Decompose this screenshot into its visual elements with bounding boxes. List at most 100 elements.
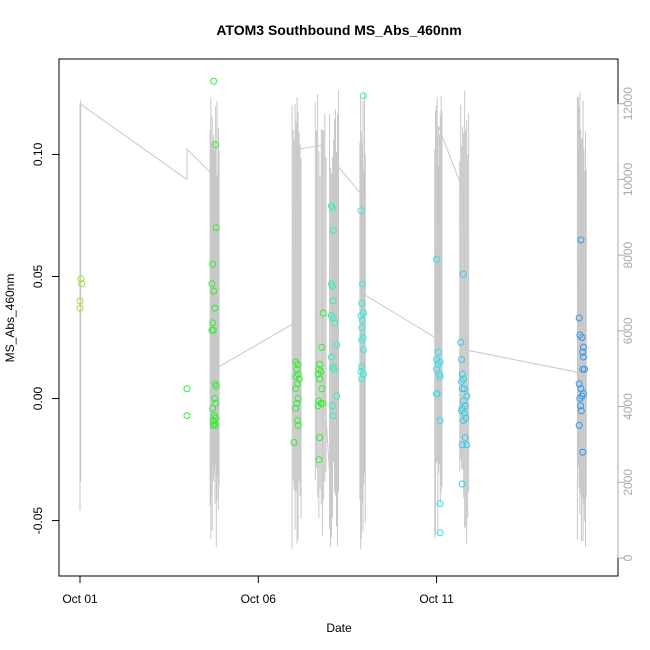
data-point (436, 417, 444, 425)
x-tick-label: Oct 01 (62, 592, 98, 606)
data-point (579, 365, 587, 373)
data-point (314, 370, 322, 378)
data-point (463, 441, 471, 449)
data-point (211, 304, 219, 312)
data-point (436, 500, 444, 508)
data-point (579, 348, 587, 356)
data-point (358, 280, 366, 288)
data-point (458, 480, 466, 488)
y-tick-label: 0.10 (31, 142, 45, 166)
data-point (293, 360, 301, 368)
data-point (76, 297, 84, 305)
data-point (292, 404, 300, 412)
y-axis-left: -0.05 0.00 0.05 0.10 (31, 142, 60, 535)
y2-tick-label: 4000 (621, 393, 635, 420)
data-point (78, 280, 86, 288)
data-point (333, 392, 341, 400)
data-point (358, 375, 366, 383)
data-point (318, 385, 326, 393)
data-point (294, 421, 302, 429)
data-point (579, 343, 587, 351)
data-point (209, 319, 217, 327)
data-point (314, 402, 322, 410)
data-point (183, 412, 191, 420)
data-point (295, 375, 303, 383)
data-point (209, 421, 217, 429)
points-layer (76, 77, 589, 537)
data-point (328, 204, 336, 212)
y2-tick-label: 8000 (621, 241, 635, 268)
data-point (318, 343, 326, 351)
data-point (359, 346, 367, 354)
data-point (458, 385, 466, 393)
data-point (575, 314, 583, 322)
data-point (459, 397, 467, 405)
y2-tick-label: 6000 (621, 317, 635, 344)
data-point (333, 341, 341, 349)
y2-tick-label: 2000 (621, 469, 635, 496)
data-point (329, 412, 337, 420)
data-point (315, 456, 323, 464)
data-point (212, 382, 220, 390)
data-point (316, 434, 324, 442)
data-point (577, 402, 585, 410)
data-point (436, 373, 444, 381)
data-point (293, 380, 301, 388)
data-point (579, 448, 587, 456)
x-axis-label: Date (326, 621, 352, 635)
data-point (358, 336, 366, 344)
data-point (458, 377, 466, 385)
data-point (461, 434, 469, 442)
data-point (358, 324, 366, 332)
y2-tick-label: 0 (621, 554, 635, 561)
x-tick-label: Oct 06 (241, 592, 277, 606)
data-point (460, 385, 468, 393)
data-point (575, 421, 583, 429)
data-point (359, 92, 367, 100)
data-point (458, 441, 466, 449)
data-point (77, 275, 85, 283)
data-point (211, 395, 219, 403)
data-point (458, 355, 466, 363)
data-point (458, 370, 466, 378)
y-tick-label: -0.05 (31, 507, 45, 535)
x-axis: Oct 01 Oct 06 Oct 11 (62, 575, 454, 606)
data-point (293, 399, 301, 407)
data-point (358, 363, 366, 371)
chart-title: ATOM3 Southbound MS_Abs_460nm (216, 22, 461, 38)
y-tick-label: 0.00 (31, 387, 45, 411)
data-point (578, 334, 586, 342)
data-point (209, 326, 217, 334)
data-point (579, 353, 587, 361)
data-point (328, 402, 336, 410)
data-point (434, 348, 442, 356)
secondary-line-layer (79, 102, 584, 502)
data-point (290, 438, 298, 446)
data-point (329, 297, 337, 305)
data-point (358, 299, 366, 307)
data-point (433, 255, 441, 263)
data-point (316, 375, 324, 383)
data-point (294, 395, 302, 403)
data-point (319, 309, 327, 317)
x-tick-label: Oct 11 (419, 592, 454, 606)
data-point (575, 380, 583, 388)
data-point (577, 407, 585, 415)
data-point (457, 338, 465, 346)
data-point (433, 390, 441, 398)
data-point (436, 529, 444, 537)
y-tick-label: 0.05 (31, 264, 45, 288)
data-point (293, 365, 301, 373)
data-point (460, 409, 468, 417)
data-point (330, 365, 338, 373)
y2-tick-label: 12000 (621, 87, 635, 121)
data-point (292, 385, 300, 393)
data-point (459, 417, 467, 425)
secondary-series-line (79, 102, 584, 502)
data-point (329, 314, 337, 322)
data-point (328, 282, 336, 290)
data-point (358, 316, 366, 324)
data-point (459, 270, 467, 278)
data-point (183, 385, 191, 393)
